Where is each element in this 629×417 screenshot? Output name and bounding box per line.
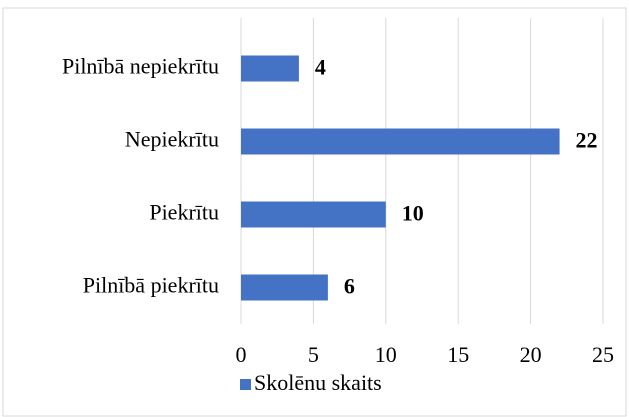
y-tick-label: Pilnībā piekrītu	[83, 273, 219, 298]
data-label: 10	[402, 201, 424, 226]
x-tick-label: 20	[520, 342, 542, 367]
x-tick-label: 25	[592, 342, 614, 367]
legend-swatch	[240, 379, 251, 390]
y-tick-label: Nepiekrītu	[125, 127, 219, 152]
y-tick-label: Pilnībā nepiekrītu	[62, 54, 219, 79]
bar	[241, 55, 299, 82]
data-label: 6	[344, 274, 355, 299]
y-tick-label: Piekrītu	[149, 200, 219, 225]
x-tick-label: 10	[375, 342, 397, 367]
legend-label: Skolēnu skaits	[254, 370, 382, 395]
x-tick-label: 5	[308, 342, 319, 367]
x-tick-label: 0	[236, 342, 247, 367]
bar	[241, 128, 560, 155]
x-tick-label: 15	[447, 342, 469, 367]
bar	[241, 274, 328, 301]
data-label: 4	[315, 55, 326, 80]
bar	[241, 201, 386, 228]
data-label: 22	[576, 128, 598, 153]
